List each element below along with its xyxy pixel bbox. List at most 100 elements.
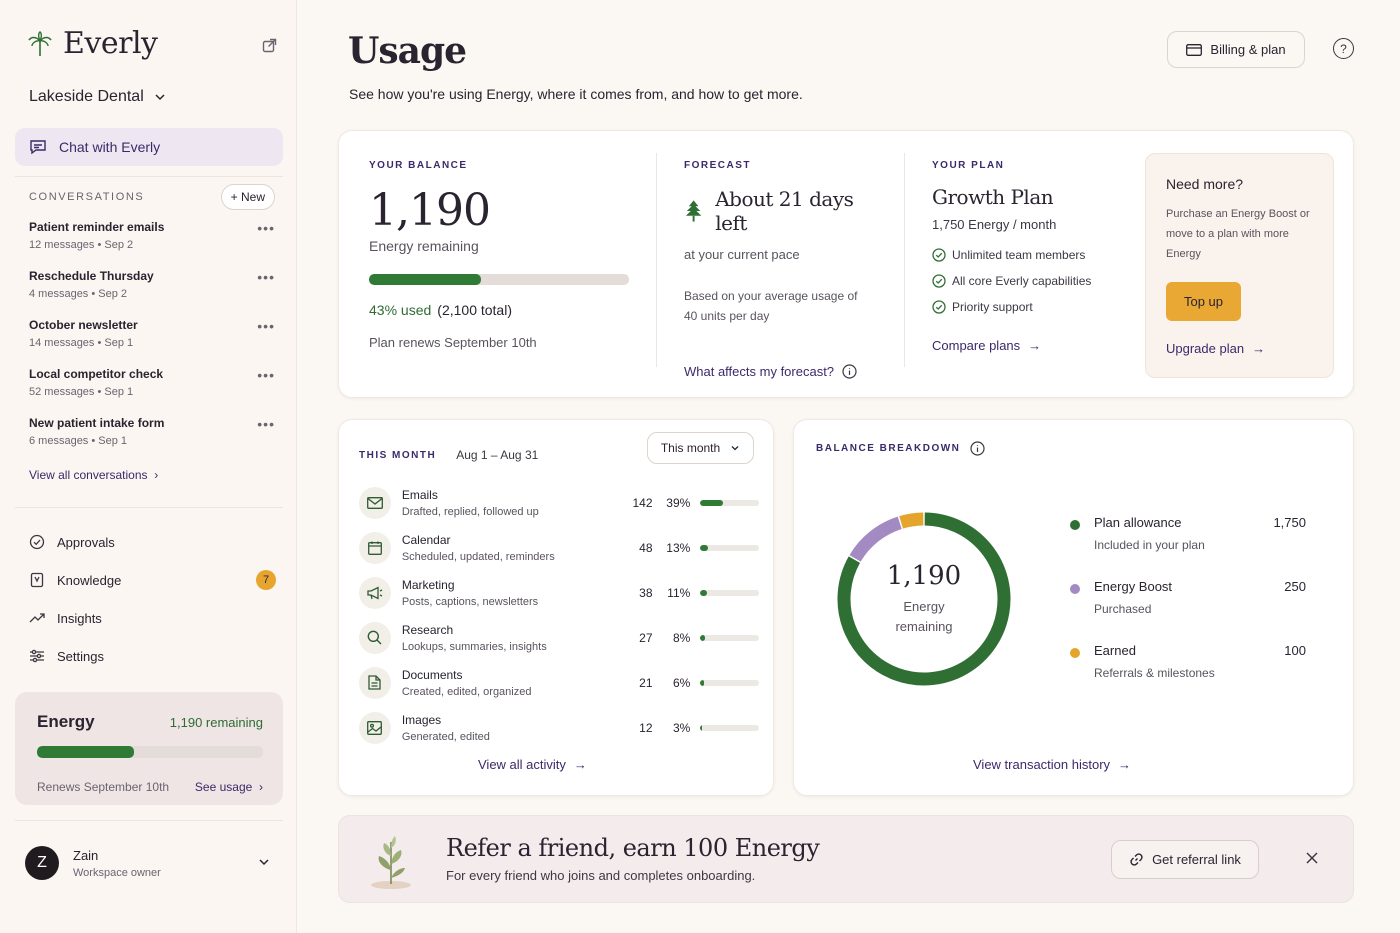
divider bbox=[15, 820, 283, 821]
brand-name: Everly bbox=[63, 26, 158, 61]
chat-with-everly-button[interactable]: Chat with Everly bbox=[15, 128, 283, 166]
sidebar-item-approvals[interactable]: Approvals bbox=[29, 523, 279, 561]
more-options-icon[interactable]: ••• bbox=[257, 367, 275, 383]
open-external-button[interactable] bbox=[256, 32, 282, 58]
energy-progress-bar bbox=[37, 746, 263, 758]
activity-desc: Created, edited, organized bbox=[401, 685, 532, 698]
conversation-item[interactable]: Patient reminder emails 12 messages • Se… bbox=[29, 220, 279, 269]
plan-feature-label: Unlimited team members bbox=[952, 248, 1086, 262]
legend-value: 1,750 bbox=[1273, 515, 1306, 530]
close-icon[interactable] bbox=[1305, 851, 1319, 865]
arrow-right-icon: → bbox=[1252, 341, 1266, 356]
activity-row[interactable]: Calendar Scheduled, updated, reminders 48… bbox=[359, 525, 759, 570]
activity-name: Research bbox=[401, 622, 454, 637]
activity-name: Documents bbox=[401, 667, 463, 682]
conversation-meta: 4 messages • Sep 2 bbox=[29, 288, 128, 300]
divider bbox=[15, 176, 283, 177]
info-icon[interactable] bbox=[970, 441, 985, 456]
activity-row[interactable]: Emails Drafted, replied, followed up 142 … bbox=[359, 480, 759, 525]
sidebar-item-knowledge[interactable]: Knowledge 7 bbox=[29, 561, 279, 599]
legend-sub: Purchased bbox=[1094, 602, 1152, 616]
view-all-activity-link[interactable]: View all activity → bbox=[478, 757, 587, 772]
brand[interactable]: Everly bbox=[27, 26, 158, 61]
arrow-right-icon: → bbox=[573, 757, 587, 772]
balance-breakdown-card: BALANCE BREAKDOWN 1,190 Energy remaining… bbox=[793, 419, 1354, 796]
search-icon bbox=[368, 630, 382, 645]
user-menu[interactable]: Z Zain Workspace owner bbox=[25, 846, 275, 880]
view-all-activity-label: View all activity bbox=[478, 757, 566, 772]
forecast-link-label: What affects my forecast? bbox=[684, 364, 835, 379]
month-range: Aug 1 – Aug 31 bbox=[456, 448, 539, 462]
see-usage-link[interactable]: See usage › bbox=[195, 780, 263, 794]
balance-progress-bar bbox=[369, 274, 629, 285]
new-conversation-button[interactable]: + New bbox=[220, 184, 275, 210]
forecast-pace: at your current pace bbox=[684, 247, 800, 262]
this-month-label: THIS MONTH bbox=[359, 449, 437, 461]
conversation-list: Patient reminder emails 12 messages • Se… bbox=[29, 220, 279, 465]
activity-row[interactable]: Images Generated, edited 12 3% bbox=[359, 705, 759, 750]
knowledge-badge: 7 bbox=[256, 570, 276, 590]
legend-name: Plan allowance bbox=[1094, 515, 1182, 530]
activity-row[interactable]: Marketing Posts, captions, newsletters 38… bbox=[359, 570, 759, 615]
activity-bar bbox=[700, 589, 759, 596]
sliders-icon bbox=[30, 649, 44, 663]
more-options-icon[interactable]: ••• bbox=[257, 220, 275, 236]
activity-bar-fill bbox=[700, 499, 724, 506]
view-all-conversations-link[interactable]: View all conversations › bbox=[29, 468, 158, 482]
balance-section: YOUR BALANCE 1,190 Energy remaining 43% … bbox=[369, 131, 631, 397]
compare-plans-link[interactable]: Compare plans → bbox=[932, 338, 1132, 353]
upgrade-plan-link[interactable]: Upgrade plan → bbox=[1166, 341, 1313, 356]
energy-remaining: 1,190 remaining bbox=[169, 715, 263, 730]
legend-item: Plan allowance Included in your plan 1,7… bbox=[1066, 515, 1306, 579]
balance-caption: Energy remaining bbox=[369, 238, 479, 254]
sidebar-item-settings[interactable]: Settings bbox=[29, 637, 279, 675]
breakdown-legend: Plan allowance Included in your plan 1,7… bbox=[1066, 515, 1306, 707]
conversation-title: October newsletter bbox=[29, 318, 138, 332]
activity-name: Marketing bbox=[401, 577, 455, 592]
check-circle-icon bbox=[932, 274, 946, 288]
plan-feature: Priority support bbox=[932, 294, 1132, 320]
period-select-value: This month bbox=[660, 441, 721, 455]
activity-name: Images bbox=[401, 712, 442, 727]
conversation-meta: 14 messages • Sep 1 bbox=[29, 337, 134, 349]
activity-count: 27 bbox=[639, 630, 653, 645]
top-up-button[interactable]: Top up bbox=[1166, 282, 1241, 321]
energy-summary-card: Energy 1,190 remaining Renews September … bbox=[15, 692, 283, 805]
activity-row[interactable]: Research Lookups, summaries, insights 27 … bbox=[359, 615, 759, 660]
conversation-item[interactable]: Local competitor check 52 messages • Sep… bbox=[29, 367, 279, 416]
get-referral-link-button[interactable]: Get referral link bbox=[1111, 840, 1259, 879]
forecast-info-link[interactable]: What affects my forecast? bbox=[684, 364, 884, 379]
sidebar-item-insights[interactable]: Insights bbox=[29, 599, 279, 637]
balance-breakdown-label: BALANCE BREAKDOWN bbox=[816, 443, 961, 454]
conversation-item[interactable]: New patient intake form 6 messages • Sep… bbox=[29, 416, 279, 465]
billing-plan-button[interactable]: Billing & plan bbox=[1167, 31, 1305, 68]
activity-name: Emails bbox=[401, 487, 438, 502]
more-options-icon[interactable]: ••• bbox=[257, 416, 275, 432]
workspace-switcher[interactable]: Lakeside Dental bbox=[29, 88, 166, 106]
avatar: Z bbox=[25, 846, 59, 880]
help-button[interactable]: ? bbox=[1333, 38, 1354, 59]
view-transaction-history-link[interactable]: View transaction history → bbox=[973, 757, 1131, 772]
credit-card-icon bbox=[1186, 43, 1203, 56]
conversation-item[interactable]: Reschedule Thursday 4 messages • Sep 2 •… bbox=[29, 269, 279, 318]
conversation-item[interactable]: October newsletter 14 messages • Sep 1 •… bbox=[29, 318, 279, 367]
more-options-icon[interactable]: ••• bbox=[257, 318, 275, 334]
divider bbox=[904, 153, 905, 367]
sidebar: Everly Lakeside Dental Chat with Everly … bbox=[0, 0, 297, 933]
legend-name: Earned bbox=[1094, 643, 1136, 658]
plan-feature-label: All core Everly capabilities bbox=[952, 274, 1092, 288]
activity-row[interactable]: Documents Created, edited, organized 21 6… bbox=[359, 660, 759, 705]
plan-feature: Unlimited team members bbox=[932, 242, 1132, 268]
activity-percent: 6% bbox=[672, 675, 691, 690]
more-options-icon[interactable]: ••• bbox=[257, 269, 275, 285]
trend-icon bbox=[29, 613, 45, 623]
need-more-panel: Need more? Purchase an Energy Boost or m… bbox=[1145, 153, 1334, 378]
referral-banner: Refer a friend, earn 100 Energy For ever… bbox=[338, 815, 1354, 903]
need-more-title: Need more? bbox=[1166, 176, 1244, 192]
activity-bar-fill bbox=[700, 634, 705, 641]
activity-count: 12 bbox=[639, 720, 653, 735]
sidebar-item-label: Insights bbox=[57, 610, 102, 626]
activity-desc: Posts, captions, newsletters bbox=[401, 595, 539, 608]
forecast-detail: Based on your average usage of 40 units … bbox=[684, 289, 858, 323]
period-select[interactable]: This month bbox=[647, 432, 754, 464]
